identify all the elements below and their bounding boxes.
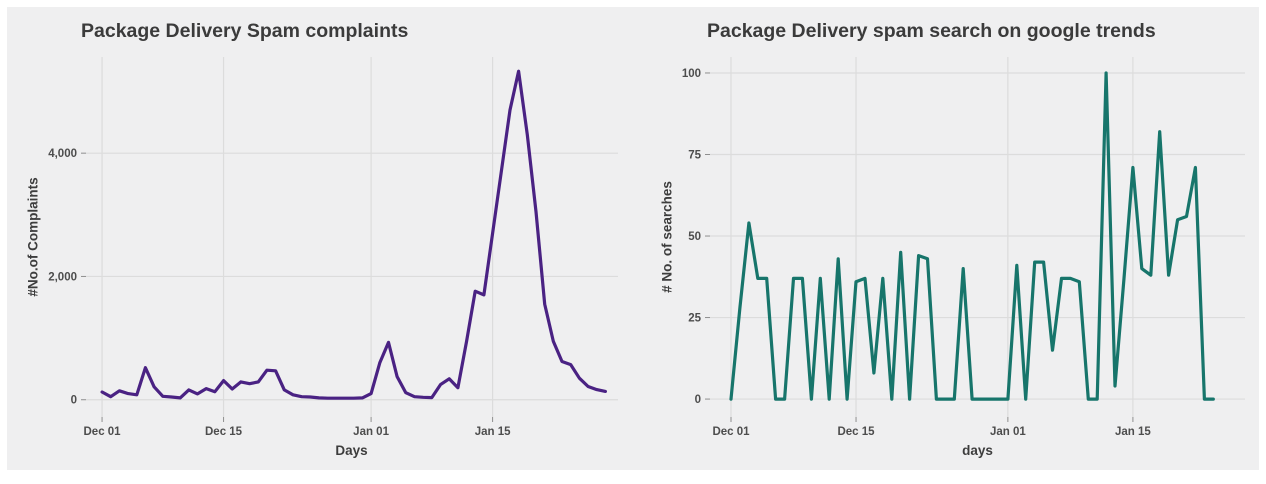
y-tick-label: 4,000 — [48, 148, 77, 160]
google-trends-plot-area: 0 25 50 75 100 Dec 01 Dec 15 Jan 01 Jan 15 — [682, 57, 1245, 438]
x-tick-label: Dec 01 — [712, 426, 750, 438]
complaints-x-axis-label: Days — [335, 443, 368, 458]
y-tick-label: 75 — [688, 150, 701, 162]
google-trends-x-axis-label: days — [962, 443, 993, 458]
x-tick-label: Dec 15 — [837, 426, 875, 438]
y-tick-label: 50 — [688, 231, 701, 243]
x-tick-label: Jan 15 — [1115, 426, 1151, 438]
google-trends-chart-title: Package Delivery spam search on google t… — [707, 20, 1156, 42]
x-tick-label: Jan 01 — [353, 426, 389, 438]
y-tick-label: 100 — [682, 68, 701, 80]
x-tick-label: Jan 01 — [990, 426, 1026, 438]
y-tick-label: 0 — [695, 394, 701, 406]
google-trends-chart: 0 25 50 75 100 Dec 01 Dec 15 Jan 01 Jan 15 Packa… — [633, 7, 1259, 470]
google-trends-y-axis-label: # No. of searches — [659, 181, 675, 293]
data-line — [729, 71, 1215, 401]
figure-background: 0 2,000 4,000 Dec 01 Dec 15 Jan 01 Jan 15 Pack… — [7, 7, 1259, 470]
complaints-plot-area: 0 2,000 4,000 Dec 01 Dec 15 Jan 01 Jan 15 — [48, 57, 618, 438]
x-tick-label: Dec 01 — [84, 426, 122, 438]
x-tick-label: Dec 15 — [205, 426, 243, 438]
complaints-chart: 0 2,000 4,000 Dec 01 Dec 15 Jan 01 Jan 15 Pack… — [7, 7, 633, 470]
y-tick-label: 25 — [688, 313, 701, 325]
y-tick-label: 0 — [71, 395, 77, 407]
y-tick-label: 2,000 — [48, 271, 77, 283]
complaints-chart-title: Package Delivery Spam complaints — [81, 20, 409, 42]
x-tick-label: Jan 15 — [475, 426, 511, 438]
data-line — [100, 69, 608, 400]
complaints-y-axis-label: #No.of Complaints — [25, 177, 41, 297]
